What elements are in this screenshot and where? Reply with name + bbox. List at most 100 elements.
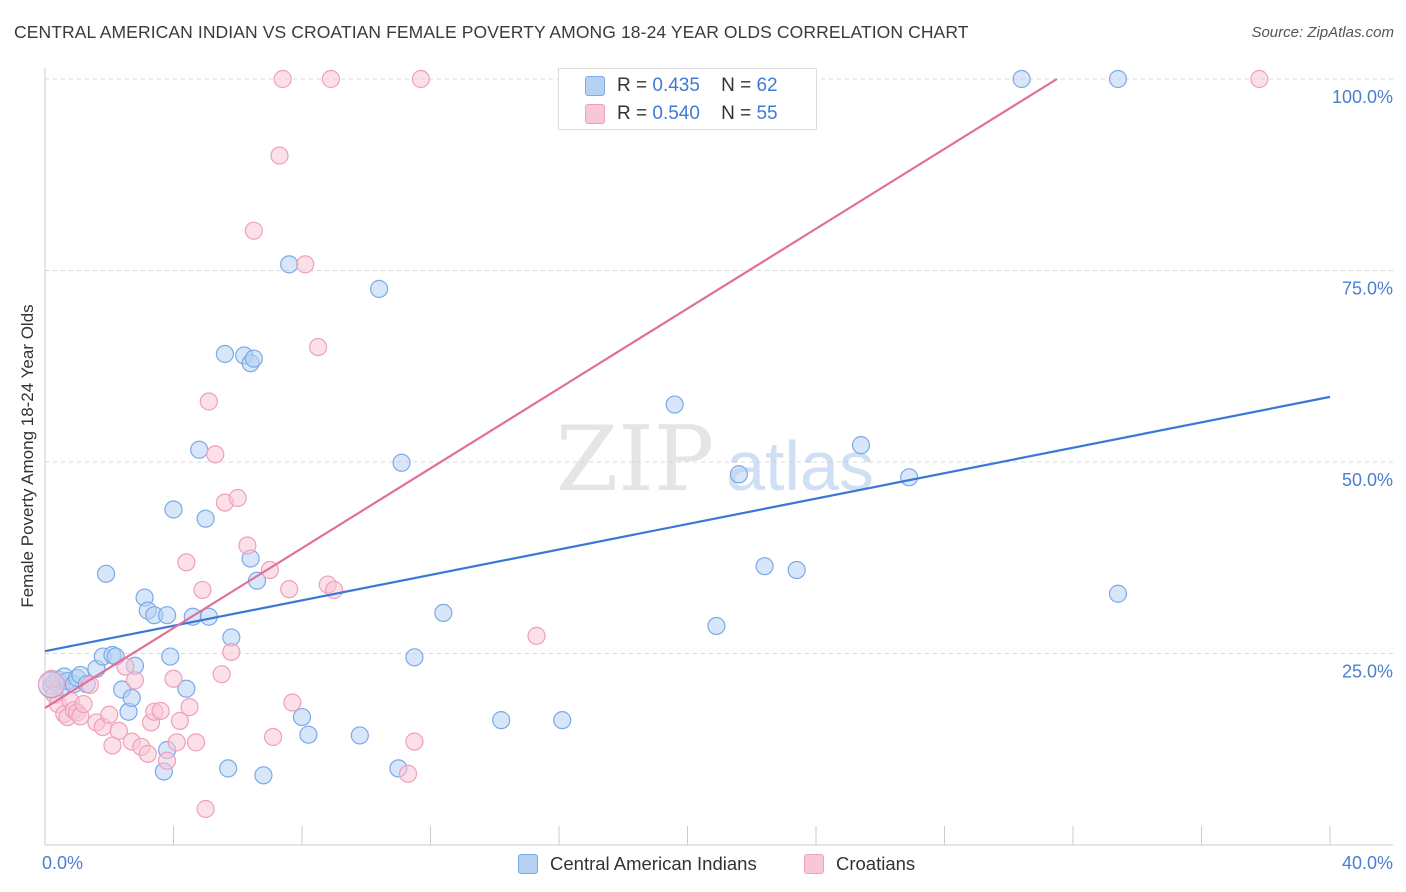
axes [44,68,1393,846]
point-central-american [370,279,389,298]
bottom-legend-swatch-blue [518,854,538,874]
point-central-american [177,679,196,698]
point-croatian [238,536,257,555]
grid-lines [45,78,1393,654]
point-central-american [755,557,774,576]
point-central-american [492,711,511,730]
point-central-american [1012,69,1031,89]
point-central-american [434,603,453,623]
point-central-american [122,688,141,708]
legend-n-value: 62 [756,75,778,96]
legend-n-value: 55 [756,103,778,124]
point-croatian [308,338,328,357]
point-central-american [280,255,299,274]
point-croatian [280,580,299,599]
x-tick-label: 40.0% [1342,853,1393,873]
point-central-american [405,648,424,667]
point-central-american [787,560,806,580]
legend-r-value: 0.540 [652,103,700,124]
point-central-american [215,344,234,364]
point-central-american [292,707,312,727]
point-central-american [707,616,726,636]
point-central-american [1108,584,1128,603]
bottom-legend-label: Central American Indians [550,853,757,874]
point-croatian [212,665,231,684]
bottom-legend-central-american: Central American Indians [518,852,757,876]
point-central-american [553,711,572,730]
point-croatian [283,693,302,712]
point-croatian [109,721,128,740]
point-croatian [411,69,430,89]
point-croatian [196,799,215,819]
point-central-american [196,509,215,528]
point-croatian [170,711,190,731]
watermark-atlas: atlas [726,427,874,505]
point-croatian [527,626,546,645]
point-croatian [398,764,418,783]
legend-row-central-american: R = 0.435 N = 62 [585,72,778,100]
point-central-american [1108,69,1128,89]
bottom-legend-swatch-pink [804,854,824,874]
point-central-american [190,440,209,459]
point-central-american [729,465,749,484]
bottom-legend-croatians: Croatians [804,852,915,876]
point-croatian [1250,69,1269,89]
trend-lines [44,78,1331,709]
point-croatian [405,732,424,751]
legend-r-label: R = [617,103,648,124]
chart-source: Source: ZipAtlas.com [1251,24,1394,41]
point-central-american [392,453,411,472]
data-points [37,69,1269,819]
legend-n-label: N = [721,75,752,96]
y-tick-label: 75.0% [1342,279,1393,299]
point-central-american [851,436,871,455]
point-croatian [263,727,283,747]
y-tick-label: 100.0% [1332,87,1393,107]
point-croatian [167,733,186,752]
point-central-american [219,759,238,778]
bottom-legend-label: Croatians [836,853,916,874]
tick-labels: 25.0% 50.0% 75.0% 100.0% 0.0% 40.0% [42,87,1393,873]
point-croatian [100,705,119,724]
watermark-zip: ZIP [556,407,715,512]
trend-line-croatian [44,78,1058,709]
point-central-american [900,468,919,487]
point-central-american [161,647,180,666]
point-croatian [296,255,315,274]
point-croatian [157,751,177,770]
chart-title: CENTRAL AMERICAN INDIAN VS CROATIAN FEMA… [14,22,969,42]
point-central-american [96,564,116,583]
legend-swatch-pink [585,104,605,124]
y-tick-label: 25.0% [1342,662,1393,682]
point-croatian [180,698,199,717]
point-croatian [222,642,241,662]
point-croatian [270,146,289,165]
point-croatian [321,69,341,89]
legend-swatch-blue [585,76,605,96]
point-central-american [665,395,684,414]
point-croatian [37,670,65,698]
point-croatian [244,221,263,240]
point-croatian [151,701,170,721]
x-tick-label: 0.0% [42,853,83,873]
y-tick-label: 50.0% [1342,470,1393,490]
point-croatian [228,488,247,508]
point-central-american [164,500,183,519]
point-central-american [244,349,263,368]
trend-line-central-american [44,395,1331,653]
point-central-american [299,725,318,744]
point-croatian [193,580,212,600]
point-central-american [157,606,177,625]
point-croatian [273,69,292,89]
point-croatian [177,553,196,572]
point-central-american [350,726,369,745]
legend-row-croatians: R = 0.540 N = 55 [585,100,778,128]
point-croatian [74,694,93,714]
point-central-american [254,766,273,785]
legend-n-label: N = [721,103,752,124]
point-croatian [164,669,183,688]
point-croatian [199,392,218,411]
point-croatian [206,445,225,464]
legend-r-value: 0.435 [652,75,700,96]
